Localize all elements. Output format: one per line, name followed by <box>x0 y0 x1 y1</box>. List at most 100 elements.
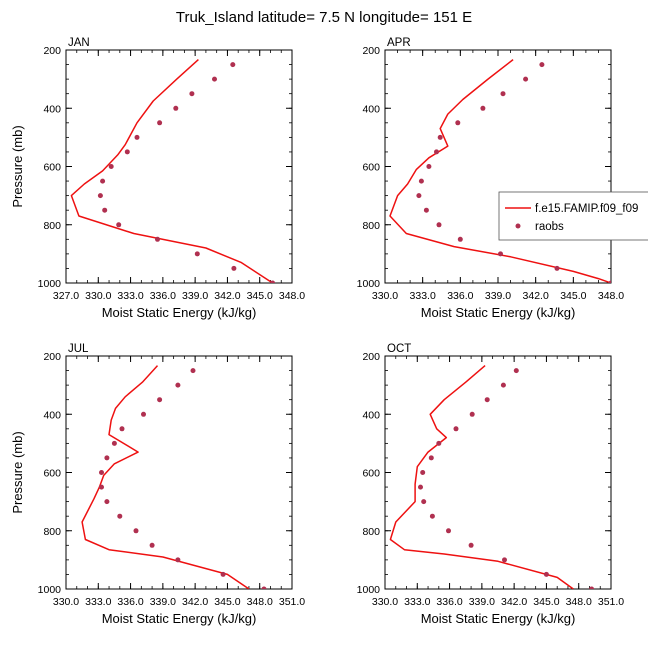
raobs-point <box>455 120 461 126</box>
raobs-point <box>498 251 503 257</box>
raobs-point <box>437 134 443 140</box>
x-tick-label: 345.0 <box>214 596 240 608</box>
y-tick-label: 400 <box>43 103 61 115</box>
raobs-point <box>446 528 451 534</box>
y-tick-label: 600 <box>43 162 61 174</box>
raobs-point <box>97 193 103 199</box>
raobs-point <box>502 557 507 563</box>
x-tick-label: 330.0 <box>85 290 111 302</box>
raobs-point <box>108 164 114 169</box>
panel-label: JUL <box>68 343 89 355</box>
raobs-point <box>423 207 429 213</box>
raobs-point <box>416 193 422 199</box>
x-tick-label: 339.0 <box>485 290 511 302</box>
y-tick-label: 200 <box>362 45 380 57</box>
y-tick-label: 1000 <box>357 278 381 290</box>
x-tick-label: 345.0 <box>247 290 273 302</box>
x-tick-label: 342.0 <box>182 596 208 608</box>
x-axis-label: Moist Static Energy (kJ/kg) <box>421 611 576 626</box>
panel-label: JAN <box>68 37 90 49</box>
raobs-point <box>99 470 104 475</box>
raobs-point <box>428 455 434 461</box>
x-tick-label: 336.0 <box>150 290 176 302</box>
raobs-point <box>190 368 196 374</box>
model-profile-line <box>389 365 574 589</box>
plot-area <box>389 59 611 283</box>
x-tick-label: 327.0 <box>53 290 79 302</box>
panel-oct: 330.0 333.0 336.0 339.0 342.0 345.0 348.0 351.0… <box>357 343 625 626</box>
plot-area <box>389 365 595 589</box>
raobs-point <box>418 484 423 490</box>
y-tick-label: 200 <box>43 351 61 363</box>
raobs-point <box>220 571 226 577</box>
raobs-point <box>436 440 442 446</box>
raobs-point <box>270 280 276 283</box>
legend-label: f.e15.FAMIP.f09_f09 <box>535 203 638 215</box>
x-tick-label: 345.0 <box>560 290 586 302</box>
raobs-point <box>453 426 459 432</box>
x-tick-label: 336.0 <box>447 290 473 302</box>
raobs-point <box>175 382 181 388</box>
x-tick-label: 351.0 <box>279 596 305 608</box>
x-tick-label: 339.0 <box>469 596 495 608</box>
x-tick-label: 348.0 <box>566 596 592 608</box>
y-tick-label: 400 <box>43 409 61 421</box>
x-tick-label: 342.0 <box>214 290 240 302</box>
y-tick-label: 800 <box>43 220 61 232</box>
raobs-point <box>155 236 160 242</box>
raobs-point <box>119 426 125 432</box>
y-tick-label: 200 <box>43 45 61 57</box>
raobs-point <box>418 178 424 184</box>
legend-label: raobs <box>535 221 564 233</box>
raobs-point <box>100 178 106 184</box>
panel-label: APR <box>387 37 411 49</box>
raobs-point <box>175 557 181 563</box>
x-axis-label: Moist Static Energy (kJ/kg) <box>102 611 257 626</box>
y-tick-label: 600 <box>362 468 380 480</box>
model-profile-line <box>70 59 274 283</box>
model-profile-line <box>81 365 250 589</box>
raobs-point <box>523 76 529 82</box>
y-axis-label: Pressure (mb) <box>10 431 25 513</box>
raobs-point <box>261 586 267 589</box>
y-tick-label: 800 <box>362 526 380 538</box>
model-profile-line <box>389 59 611 283</box>
raobs-point <box>421 499 427 505</box>
raobs-point <box>124 149 130 155</box>
raobs-point <box>230 62 236 68</box>
raobs-point <box>99 484 104 490</box>
x-tick-label: 336.0 <box>436 596 462 608</box>
panel-jul: 330.0 333.0 336.0 339.0 342.0 345.0 348.0 351.0… <box>10 343 305 626</box>
x-tick-label: 333.0 <box>85 596 111 608</box>
x-tick-label: 333.0 <box>117 290 143 302</box>
legend-dot-swatch <box>515 223 521 229</box>
x-axis-label: Moist Static Energy (kJ/kg) <box>421 305 576 320</box>
y-tick-label: 600 <box>43 468 61 480</box>
raobs-point <box>117 513 123 519</box>
x-tick-label: 330.0 <box>53 596 79 608</box>
raobs-point <box>111 440 117 446</box>
x-tick-label: 351.0 <box>598 596 624 608</box>
x-tick-label: 345.0 <box>533 596 559 608</box>
x-tick-label: 342.0 <box>523 290 549 302</box>
x-tick-label: 339.0 <box>150 596 176 608</box>
y-tick-label: 600 <box>362 162 380 174</box>
x-tick-label: 342.0 <box>501 596 527 608</box>
raobs-point <box>157 120 163 126</box>
y-tick-label: 800 <box>43 526 61 538</box>
y-tick-label: 1000 <box>357 584 381 596</box>
raobs-point <box>104 455 110 461</box>
raobs-point <box>133 528 139 534</box>
x-tick-label: 339.0 <box>182 290 208 302</box>
plot-area <box>70 59 276 283</box>
y-tick-label: 400 <box>362 409 380 421</box>
raobs-point <box>589 586 595 589</box>
x-tick-label: 333.0 <box>410 290 436 302</box>
raobs-point <box>500 382 506 388</box>
raobs-point <box>173 105 179 111</box>
panel-jan: 327.0 330.0 333.0 336.0 339.0 342.0 345.0 348.0… <box>10 37 305 320</box>
raobs-point <box>608 280 611 283</box>
raobs-point <box>554 265 560 271</box>
raobs-point <box>480 105 486 111</box>
